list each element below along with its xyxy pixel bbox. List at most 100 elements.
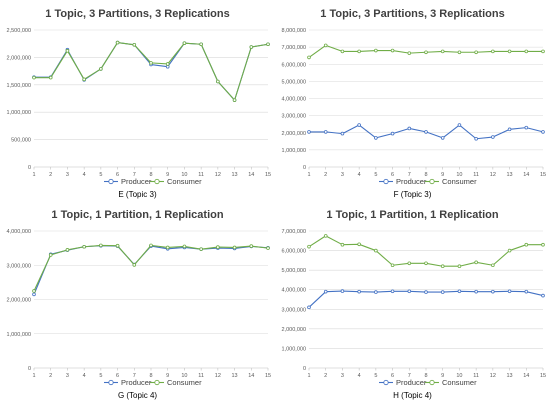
y-tick-label: 2,000,000 [282, 131, 306, 137]
chart-title: 1 Topic, 1 Partition, 1 Replication [326, 209, 498, 221]
x-tick-label: 3 [341, 172, 344, 178]
data-point-consumer [65, 49, 70, 53]
data-point-consumer [115, 40, 120, 45]
data-point-consumer [132, 42, 137, 47]
x-tick-label: 6 [391, 172, 394, 178]
data-point-consumer [374, 248, 378, 253]
data-point-consumer [340, 242, 345, 247]
data-point-consumer [232, 245, 237, 250]
data-point-producer [340, 131, 345, 136]
y-tick-label: 500,000 [11, 138, 31, 144]
data-point-consumer [199, 247, 203, 251]
x-tick-label: 12 [490, 373, 496, 379]
x-tick-label: 4 [358, 373, 361, 379]
data-point-consumer [307, 244, 311, 249]
y-tick-label: 0 [28, 366, 31, 372]
legend-marker-producer [383, 379, 389, 386]
x-tick-label: 13 [507, 172, 513, 178]
x-tick-label: 1 [307, 172, 310, 178]
x-tick-label: 10 [181, 373, 187, 379]
data-point-consumer [390, 263, 395, 268]
y-tick-label: 6,000,000 [282, 62, 306, 68]
data-point-consumer [323, 43, 328, 48]
x-tick-label: 1 [32, 172, 35, 178]
legend-label-consumer: Consumer [167, 177, 202, 186]
chart-h: 1 Topic, 1 Partition, 1 Replication 0 1,00… [282, 209, 547, 400]
y-tick-label: 0 [303, 366, 306, 372]
x-tick-label: 2 [324, 373, 327, 379]
data-point-consumer [266, 246, 270, 250]
data-point-consumer [182, 244, 187, 249]
data-point-consumer [474, 50, 478, 55]
x-tick-label: 15 [265, 373, 271, 379]
x-tick-label: 11 [198, 172, 204, 178]
x-tick-label: 3 [341, 373, 344, 379]
data-point-consumer [132, 263, 137, 267]
y-tick-label: 0 [28, 165, 31, 171]
y-tick-label: 2,500,000 [7, 28, 31, 34]
x-tick-label: 6 [116, 172, 119, 178]
data-point-consumer [524, 49, 529, 54]
data-point-consumer [457, 264, 462, 269]
chart-panel-f: 1 Topic, 3 Partitions, 3 Replications 0 1,… [275, 0, 550, 201]
x-tick-label: 8 [424, 373, 427, 379]
x-tick-label: 13 [232, 373, 238, 379]
x-tick-label: 2 [324, 172, 327, 178]
y-tick-label: 4,000,000 [282, 288, 306, 294]
data-point-consumer [99, 67, 103, 71]
x-tick-label: 13 [232, 172, 238, 178]
y-tick-label: 1,000,000 [282, 346, 306, 352]
data-point-consumer [99, 243, 103, 248]
data-point-producer [357, 123, 361, 127]
data-point-consumer [457, 50, 462, 55]
x-tick-label: 8 [149, 172, 152, 178]
data-point-consumer [48, 253, 53, 257]
data-point-producer [424, 290, 428, 294]
y-tick-label: 0 [303, 165, 306, 171]
y-tick-label: 1,000,000 [282, 148, 306, 154]
data-point-producer [340, 289, 345, 293]
legend-label-producer: Producer [121, 177, 152, 186]
y-tick-label: 7,000,000 [282, 45, 306, 51]
data-point-producer [323, 289, 328, 294]
data-point-consumer [199, 42, 203, 47]
data-point-producer [440, 290, 445, 294]
x-tick-label: 15 [540, 172, 546, 178]
data-point-consumer [507, 49, 512, 54]
x-tick-label: 7 [133, 373, 136, 379]
x-tick-label: 14 [523, 172, 529, 178]
data-point-producer [307, 130, 311, 134]
chart-f: 1 Topic, 3 Partitions, 3 Replications 0 1,… [282, 8, 547, 199]
x-tick-label: 8 [149, 373, 152, 379]
x-tick-label: 7 [408, 373, 411, 379]
data-point-consumer [407, 51, 412, 55]
y-tick-label: 1,000,000 [7, 110, 31, 116]
x-tick-label: 12 [215, 172, 221, 178]
legend-label-producer: Producer [396, 378, 427, 387]
y-tick-label: 2,000,000 [7, 55, 31, 61]
data-point-producer [390, 131, 395, 136]
x-tick-label: 5 [99, 373, 102, 379]
x-tick-label: 1 [32, 373, 35, 379]
data-point-producer [474, 136, 478, 141]
x-tick-label: 6 [116, 373, 119, 379]
y-tick-label: 1,000,000 [7, 332, 31, 338]
y-tick-label: 7,000,000 [282, 229, 306, 235]
x-tick-label: 9 [441, 373, 444, 379]
x-tick-label: 4 [83, 373, 86, 379]
data-point-producer [357, 289, 361, 294]
data-point-consumer [48, 75, 53, 80]
y-tick-label: 2,000,000 [7, 298, 31, 304]
data-point-consumer [216, 245, 220, 249]
x-tick-label: 15 [265, 172, 271, 178]
x-tick-label: 12 [215, 373, 221, 379]
data-point-producer [541, 130, 545, 134]
chart-caption: G (Topic 4) [118, 391, 157, 400]
x-tick-label: 11 [473, 172, 479, 178]
data-point-consumer [340, 49, 345, 54]
chart-title: 1 Topic, 3 Partitions, 3 Replications [45, 8, 229, 20]
x-tick-label: 4 [83, 172, 86, 178]
data-point-consumer [82, 77, 86, 82]
x-tick-label: 5 [374, 373, 377, 379]
x-tick-label: 10 [181, 172, 187, 178]
